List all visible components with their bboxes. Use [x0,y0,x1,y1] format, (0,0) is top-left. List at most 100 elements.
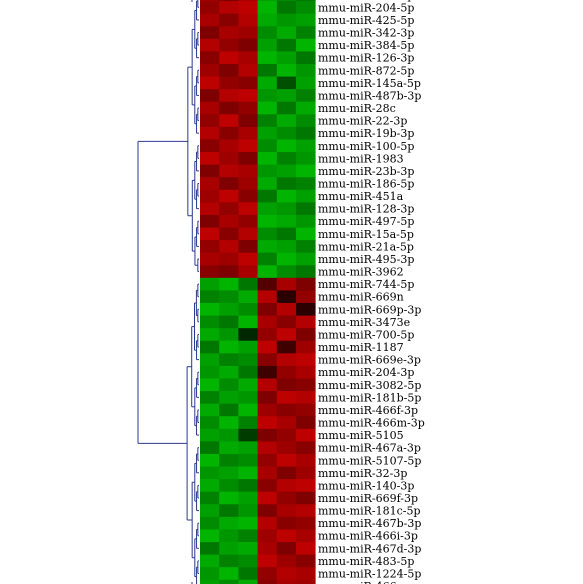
heatmap-cell [200,177,220,191]
row-label: mmu-miR-22-3p [318,115,407,128]
heatmap-cell [219,479,239,493]
heatmap-cell [238,365,258,379]
heatmap-cell [200,328,220,342]
heatmap-cell [200,51,220,65]
heatmap-cell [219,290,239,304]
heatmap-cell [200,391,220,405]
heatmap-cell [219,340,239,354]
heatmap-cell [200,542,220,555]
heatmap-cell [257,416,278,430]
heatmap-cell [200,403,220,417]
heatmap-cell [200,101,220,115]
heatmap-cell [276,579,297,584]
row-label: mmu-miR-342-3p [318,27,414,40]
heatmap-cell [276,303,297,316]
heatmap-cell [257,391,278,405]
heatmap-cell [257,101,278,115]
heatmap-cell [238,529,258,543]
heatmap-cell [200,340,220,354]
heatmap-cell [200,189,220,203]
heatmap-cell [238,579,258,584]
heatmap-cell [200,265,220,279]
heatmap-cell [257,26,278,40]
heatmap-cell [296,63,316,77]
heatmap-cell [238,378,258,392]
heatmap-cell [276,76,297,90]
heatmap-cell [296,101,316,115]
heatmap-cell [257,139,278,153]
heatmap-cell [238,290,258,304]
heatmap-cell [238,13,258,27]
heatmap-cell [219,101,239,115]
heatmap-cell [200,567,220,581]
heatmap-cell [276,453,297,467]
heatmap-cell [238,303,258,316]
row-label: mmu-miR-145a-5p [318,77,421,90]
heatmap-cell [219,51,239,65]
heatmap-cell [257,277,278,291]
heatmap-cell [219,177,239,191]
heatmap-cell [238,328,258,342]
heatmap-cell [296,214,316,228]
heatmap-cell [276,265,297,279]
heatmap-cell [296,114,316,128]
heatmap-cell [296,0,316,2]
heatmap-cell [200,0,220,2]
heatmap-cell [238,340,258,354]
heatmap-cell [238,114,258,128]
heatmap-cell [219,63,239,77]
heatmap-cell [200,378,220,392]
heatmap-cell [238,453,258,467]
heatmap-cell [219,240,239,254]
row-label: mmu-miR-140-3p [318,479,414,492]
heatmap-cell [200,63,220,77]
heatmap-cell [296,542,316,555]
heatmap-cell [257,214,278,228]
heatmap-cell [257,491,278,505]
row-label: mmu-miR-5107-5p [318,454,421,467]
heatmap-cell [257,378,278,392]
heatmap-cell [219,202,239,216]
heatmap-cell [200,164,220,178]
heatmap-cell [276,416,297,430]
heatmap-cell [219,428,239,442]
row-label: mmu-miR-181b-5p [318,391,421,404]
heatmap-cell [276,139,297,153]
heatmap-cell [200,579,220,584]
heatmap-cell [296,152,316,166]
heatmap-cell [200,365,220,379]
heatmap-cell [238,76,258,90]
heatmap-cell [257,126,278,140]
row-label: mmu-miR-15a-5p [318,228,414,241]
heatmap-cell [219,1,239,15]
heatmap-cell [200,13,220,27]
heatmap-cell [296,290,316,304]
heatmap-cell [296,177,316,191]
heatmap-cell [296,265,316,279]
row-label: mmu-miR-21a-5p [318,240,414,253]
heatmap-cell [296,315,316,329]
heatmap-cell [200,240,220,254]
heatmap-cell [296,466,316,480]
heatmap-cell [257,554,278,568]
heatmap-cell [200,353,220,367]
heatmap-cell [296,416,316,430]
heatmap-cell [238,466,258,480]
heatmap-cell [200,114,220,128]
row-label: mmu-miR-497-5p [318,215,414,228]
row-label: mmu-miR-186-5p [318,177,414,190]
heatmap-cell [219,189,239,203]
row-label: mmu-miR-872-5p [318,64,414,77]
heatmap-cell [257,189,278,203]
row-label: mmu-miR-126-3p [318,52,414,65]
heatmap-cell [219,265,239,279]
heatmap-cell [219,542,239,555]
heatmap-cell [200,416,220,430]
heatmap-cell [276,177,297,191]
heatmap-cell [238,63,258,77]
row-label: mmu-miR-744-5p [318,278,414,291]
heatmap-cell [276,504,297,518]
heatmap-cell [276,315,297,329]
heatmap-cell [238,516,258,530]
heatmap-cell [219,252,239,266]
